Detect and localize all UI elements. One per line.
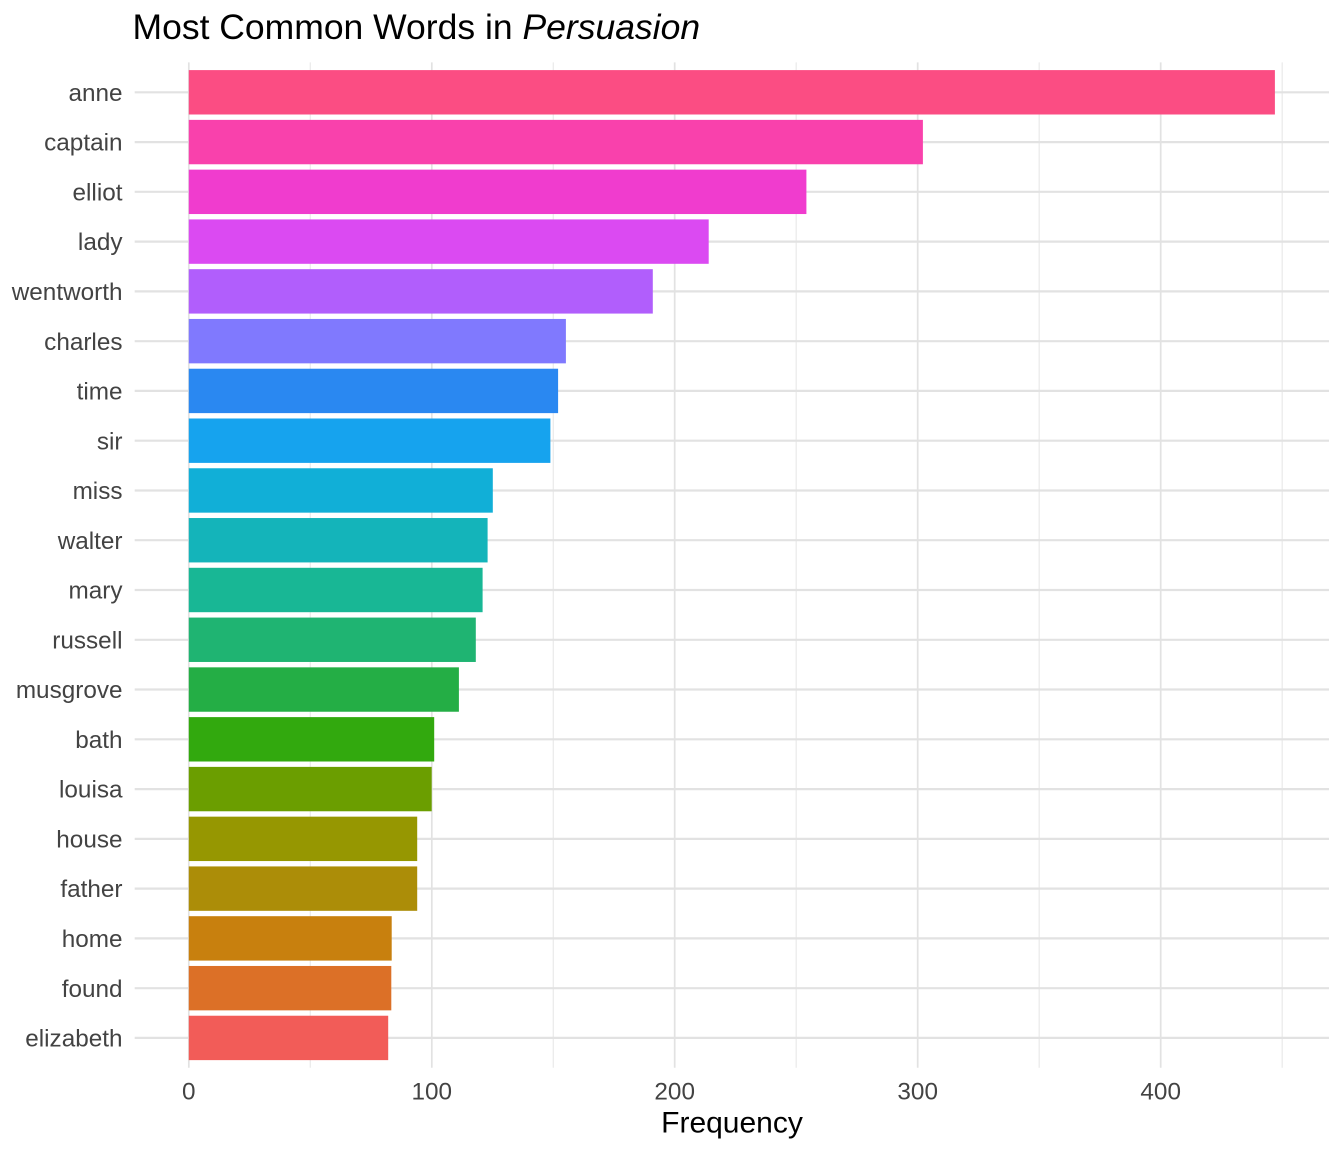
svg-text:time: time: [77, 379, 123, 406]
svg-text:0: 0: [182, 1079, 196, 1106]
svg-text:bath: bath: [75, 727, 122, 754]
svg-text:walter: walter: [57, 528, 123, 555]
svg-text:father: father: [60, 876, 122, 903]
svg-text:sir: sir: [97, 428, 123, 455]
svg-text:100: 100: [412, 1079, 453, 1106]
svg-text:200: 200: [654, 1079, 695, 1106]
svg-text:russell: russell: [52, 627, 122, 654]
svg-text:anne: anne: [68, 80, 122, 107]
svg-text:charles: charles: [44, 329, 122, 356]
svg-text:Most Common Words in Persuasio: Most Common Words in Persuasion: [133, 7, 701, 47]
svg-text:captain: captain: [44, 130, 122, 157]
svg-text:400: 400: [1140, 1079, 1181, 1106]
svg-text:musgrove: musgrove: [16, 677, 123, 704]
svg-text:lady: lady: [78, 229, 123, 256]
svg-text:miss: miss: [73, 478, 123, 505]
svg-text:300: 300: [897, 1079, 938, 1106]
svg-text:found: found: [62, 976, 123, 1003]
svg-text:mary: mary: [69, 578, 124, 605]
svg-text:elliot: elliot: [73, 179, 123, 206]
svg-text:elizabeth: elizabeth: [25, 1026, 122, 1053]
svg-text:wentworth: wentworth: [11, 279, 123, 306]
svg-text:home: home: [62, 926, 123, 953]
svg-text:Frequency: Frequency: [661, 1107, 803, 1140]
svg-text:house: house: [56, 827, 122, 854]
svg-text:louisa: louisa: [59, 777, 123, 804]
